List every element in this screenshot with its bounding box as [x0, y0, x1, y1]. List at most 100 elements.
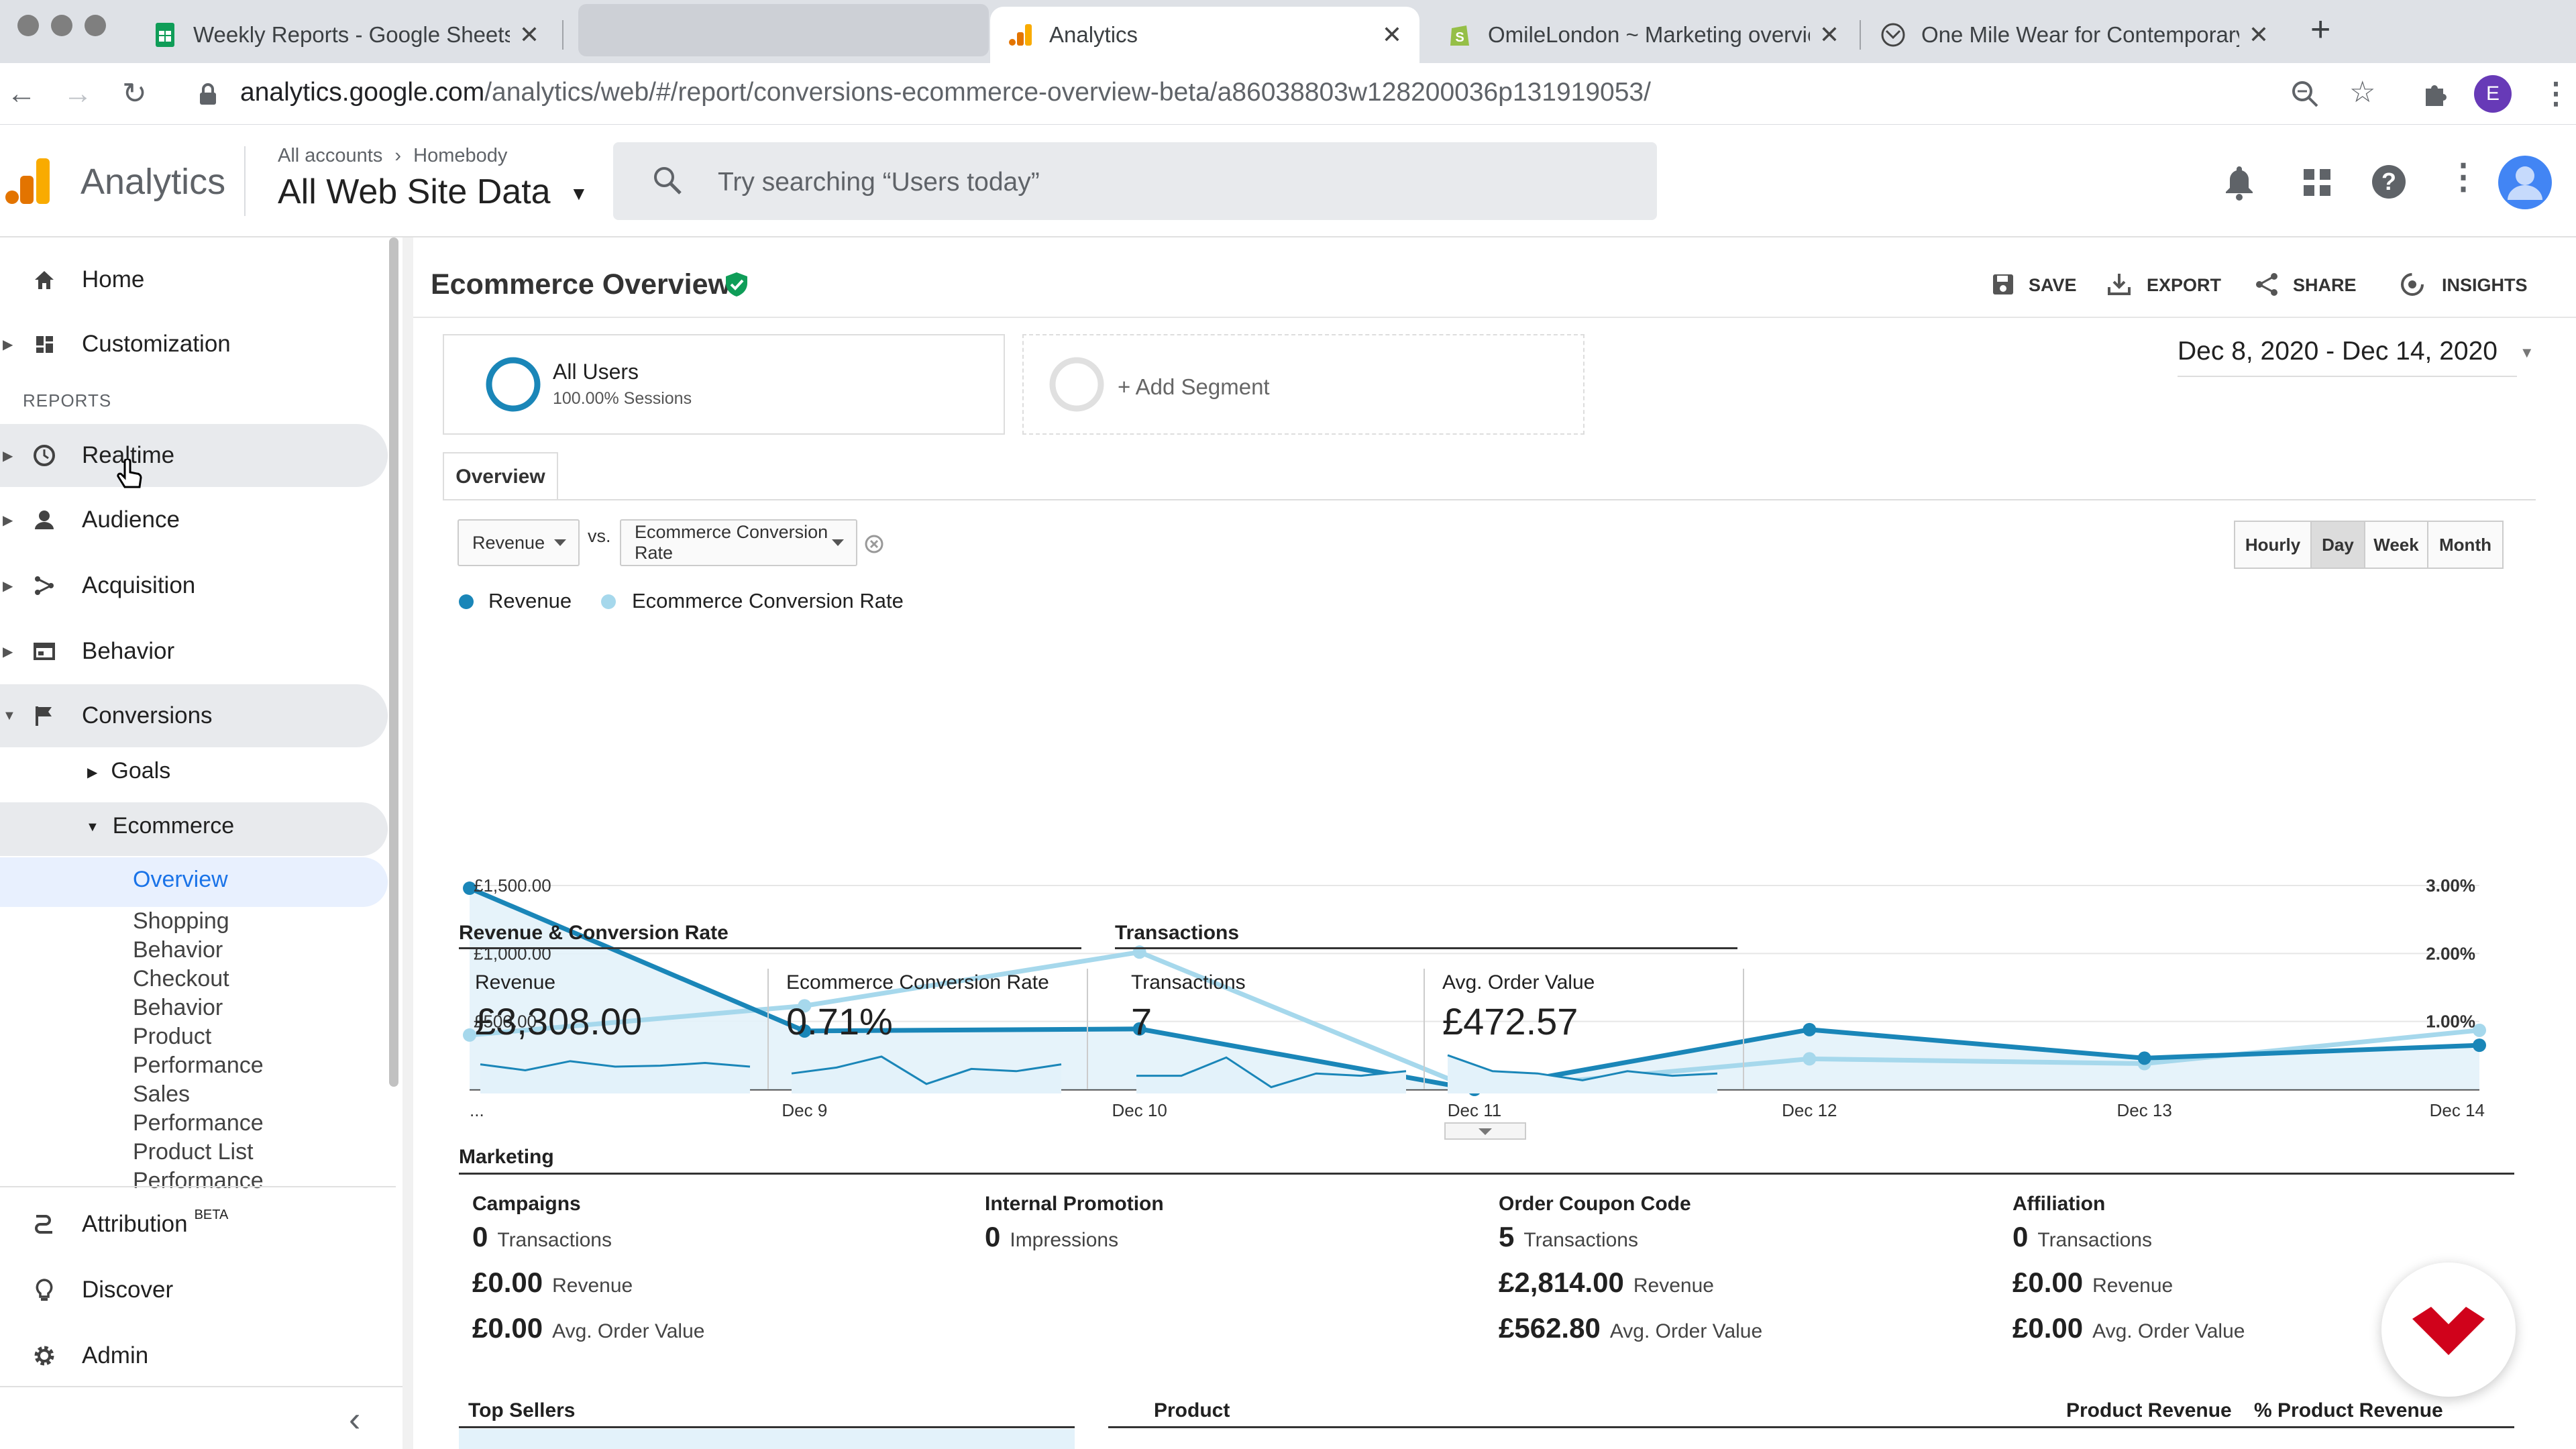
back-icon[interactable]: ← — [7, 77, 36, 110]
sidebar-item-goals[interactable]: ▶ Goals — [87, 758, 170, 784]
reload-icon[interactable]: ↻ — [122, 77, 147, 110]
window-close-icon[interactable] — [17, 15, 39, 36]
chat-widget-button[interactable] — [2381, 1263, 2516, 1397]
apps-grid-icon[interactable] — [2302, 168, 2332, 197]
browser-tab-analytics[interactable]: Analytics ✕ — [990, 7, 1419, 63]
new-tab-icon[interactable]: + — [2310, 10, 2331, 49]
granularity-hourly[interactable]: Hourly — [2234, 521, 2312, 569]
conversion-rate-point[interactable] — [1803, 1052, 1817, 1066]
close-icon[interactable]: ✕ — [1381, 21, 1402, 48]
marketing-metric-value: 0 — [985, 1221, 1001, 1252]
sidebar-item-admin[interactable]: Admin — [0, 1324, 388, 1387]
close-icon[interactable]: ✕ — [2248, 21, 2269, 48]
insights-button[interactable]: INSIGHTS — [2442, 275, 2528, 295]
share-button[interactable]: SHARE — [2293, 275, 2357, 295]
top-sellers-table — [459, 1429, 1075, 1449]
window-zoom-icon[interactable] — [85, 15, 106, 36]
browser-tab-sheets[interactable]: Weekly Reports - Google Sheets ✕ — [134, 7, 557, 63]
browser-tab-onemile[interactable]: One Mile Wear for Contemporary ✕ — [1862, 7, 2286, 63]
conversion-rate-point[interactable] — [2473, 1023, 2486, 1037]
marketing-column-title[interactable]: Campaigns — [472, 1193, 581, 1215]
sidebar-item-ecommerce[interactable] — [0, 802, 388, 856]
sidebar-item-realtime[interactable]: ▶ Realtime — [0, 424, 388, 487]
forward-icon[interactable]: → — [63, 77, 93, 110]
sidebar-item-sales-performance[interactable]: Sales Performance — [133, 1080, 264, 1138]
granularity-month[interactable]: Month — [2427, 521, 2504, 569]
gear-icon — [34, 1346, 54, 1366]
bookmark-star-icon[interactable]: ☆ — [2349, 76, 2376, 109]
browser-menu-icon[interactable]: ⋮ — [2541, 77, 2571, 110]
sidebar-item-behavior[interactable]: ▶ Behavior — [0, 620, 388, 683]
address-bar[interactable]: analytics.google.com/analytics/web/#/rep… — [240, 78, 1651, 107]
sidebar-item-discover[interactable]: Discover — [0, 1258, 388, 1322]
sidebar-scrollbar[interactable] — [389, 237, 398, 1087]
sidebar-item-audience[interactable]: ▶ Audience — [0, 488, 388, 551]
conversion-rate-point[interactable] — [798, 999, 812, 1013]
browser-tab-blank[interactable] — [578, 4, 989, 56]
sidebar-item-product-list-performance[interactable]: Product List Performance — [133, 1138, 264, 1195]
metric-2-dropdown[interactable]: Ecommerce Conversion Rate — [620, 519, 857, 566]
marketing-metric: £0.00 Revenue — [472, 1267, 633, 1299]
date-range-picker[interactable]: Dec 8, 2020 - Dec 14, 2020 ▼ — [2178, 337, 2534, 377]
tab-overview[interactable]: Overview — [443, 452, 558, 500]
sidebar-item-overview[interactable] — [0, 857, 388, 907]
granularity-day[interactable]: Day — [2310, 521, 2365, 569]
revenue-point[interactable] — [2473, 1038, 2486, 1053]
zoom-icon[interactable] — [2290, 79, 2320, 109]
marketing-metric: 0 Impressions — [985, 1221, 1118, 1253]
breadcrumb[interactable]: All accounts › Homebody — [278, 145, 507, 167]
marketing-metric-value: 0 — [472, 1221, 488, 1252]
collapse-sidebar-icon[interactable]: ‹ — [349, 1400, 361, 1439]
browser-tab-shopify[interactable]: S OmileLondon ~ Marketing overview ✕ — [1429, 7, 1857, 63]
share-icon[interactable] — [2254, 271, 2279, 298]
search-bar[interactable]: Try searching “Users today” — [613, 142, 1657, 220]
revenue-point[interactable] — [463, 881, 476, 896]
extensions-icon[interactable] — [2420, 79, 2450, 109]
profile-avatar[interactable]: E — [2474, 75, 2512, 113]
sidebar-item-shopping-behavior[interactable]: Shopping Behavior — [133, 907, 229, 965]
acquisition-icon — [35, 576, 54, 595]
export-button[interactable]: EXPORT — [2147, 275, 2222, 295]
save-button[interactable]: SAVE — [2029, 275, 2077, 295]
sidebar-item-home[interactable]: Home — [0, 248, 388, 311]
save-icon[interactable] — [1991, 272, 2015, 297]
conversion-rate-point[interactable] — [463, 1028, 476, 1042]
add-segment-button[interactable]: + Add Segment — [1022, 334, 1585, 435]
revenue-point[interactable] — [2137, 1051, 2151, 1065]
revenue-point[interactable] — [1132, 1022, 1146, 1036]
legend-conversion: Ecommerce Conversion Rate — [632, 589, 904, 612]
sidebar-item-attribution[interactable]: Attribution BETA — [0, 1193, 388, 1256]
sidebar-item-customization[interactable]: ▶ Customization — [0, 313, 388, 376]
segment-ring-icon — [486, 357, 541, 412]
marketing-metric-label: Impressions — [1010, 1229, 1119, 1251]
close-icon[interactable]: ✕ — [519, 21, 539, 48]
metric-1-dropdown[interactable]: Revenue — [458, 519, 580, 566]
more-options-icon[interactable]: ⋮ — [2446, 158, 2481, 197]
marketing-column-title[interactable]: Internal Promotion — [985, 1193, 1164, 1215]
content-gutter — [402, 237, 413, 1449]
revenue-point[interactable] — [1803, 1022, 1817, 1036]
analytics-logo-icon[interactable] — [5, 157, 52, 205]
window-minimize-icon[interactable] — [51, 15, 72, 36]
product-name: Analytics — [80, 162, 226, 202]
kpi-separator — [767, 969, 769, 1089]
account-avatar-icon[interactable] — [2498, 156, 2552, 209]
granularity-week[interactable]: Week — [2364, 521, 2428, 569]
revenue-point[interactable] — [798, 1024, 812, 1038]
breadcrumb-account: Homebody — [413, 145, 508, 166]
marketing-column-title[interactable]: Order Coupon Code — [1499, 1193, 1691, 1215]
view-selector[interactable]: All Web Site Data ▼ — [278, 172, 588, 212]
export-icon[interactable] — [2106, 271, 2132, 298]
sidebar-item-checkout-behavior[interactable]: Checkout Behavior — [133, 965, 229, 1022]
help-icon[interactable]: ? — [2372, 165, 2406, 199]
product-table-rule — [1108, 1426, 2514, 1428]
marketing-column-title[interactable]: Affiliation — [2012, 1193, 2106, 1215]
sidebar-item-product-performance[interactable]: Product Performance — [133, 1022, 264, 1080]
notifications-bell-icon[interactable] — [2222, 164, 2257, 201]
sidebar-item-acquisition[interactable]: ▶ Acquisition — [0, 554, 388, 617]
insights-icon[interactable] — [2399, 271, 2426, 298]
remove-metric-icon[interactable] — [864, 534, 884, 554]
sidebar-item-conversions[interactable]: ▼ Conversions — [0, 684, 388, 747]
close-icon[interactable]: ✕ — [1819, 21, 1839, 48]
segment-all-users[interactable]: All Users 100.00% Sessions — [443, 334, 1005, 435]
